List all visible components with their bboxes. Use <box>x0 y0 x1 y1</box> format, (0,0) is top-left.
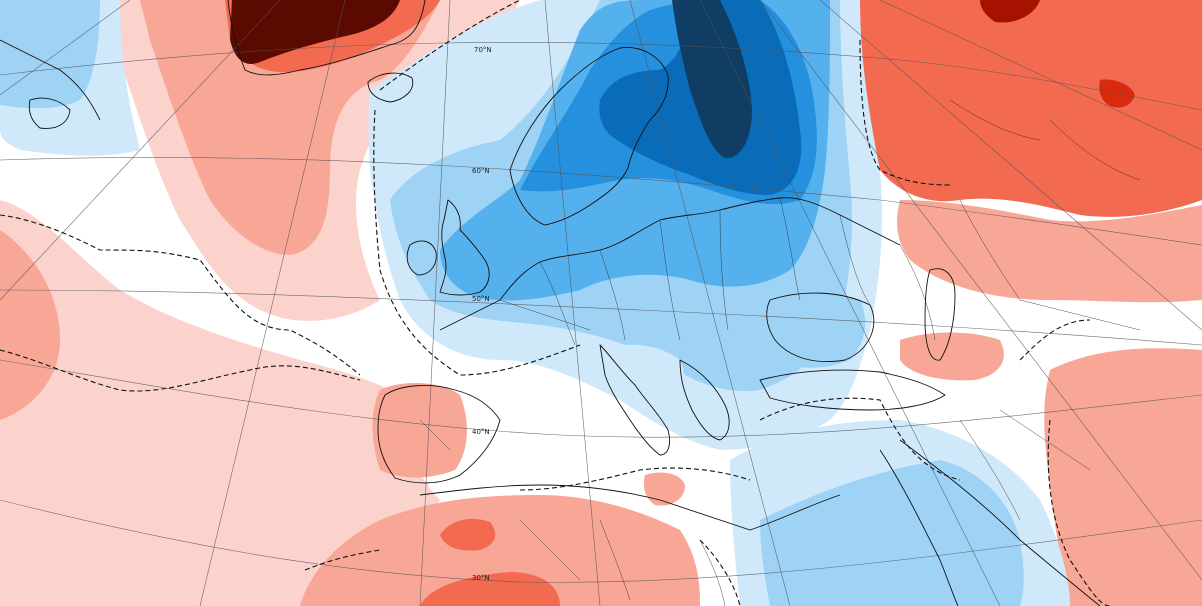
lat-label-40n: 40°N <box>472 428 490 436</box>
warm-area-greenland-dark <box>230 0 400 64</box>
warm-area-middle-east <box>1044 348 1202 606</box>
warm-area-greenland-mid <box>140 0 440 255</box>
cool-area-italy <box>600 344 684 406</box>
warm-area-sahara-strong <box>420 572 560 606</box>
latitude-labels: 70°N 60°N 50°N 40°N 30°N <box>472 46 492 582</box>
cool-area-canada-mid <box>0 0 100 109</box>
warm-area-russia-dark <box>980 0 1040 23</box>
lat-label-60n: 60°N <box>472 167 490 175</box>
lat-label-70n: 70°N <box>474 46 492 54</box>
warm-area-atlantic <box>0 200 440 606</box>
cool-area-black-sea <box>757 292 866 368</box>
warm-area-iberia <box>372 383 467 478</box>
warm-area-north-africa-strong <box>440 518 496 551</box>
cool-area-russia-core <box>672 0 752 159</box>
country-borders <box>419 99 1141 606</box>
warm-area-north-africa <box>300 495 700 606</box>
cool-area-arabia-mid <box>760 460 1024 606</box>
warm-area-turkey <box>900 332 1004 381</box>
lat-label-30n: 30°N <box>472 574 490 582</box>
warm-area-libya <box>643 472 685 506</box>
warm-area-russia <box>860 0 1202 217</box>
warm-area-atlantic-mid <box>0 230 60 420</box>
lat-label-50n: 50°N <box>472 295 490 303</box>
zero-contours <box>0 0 1111 606</box>
